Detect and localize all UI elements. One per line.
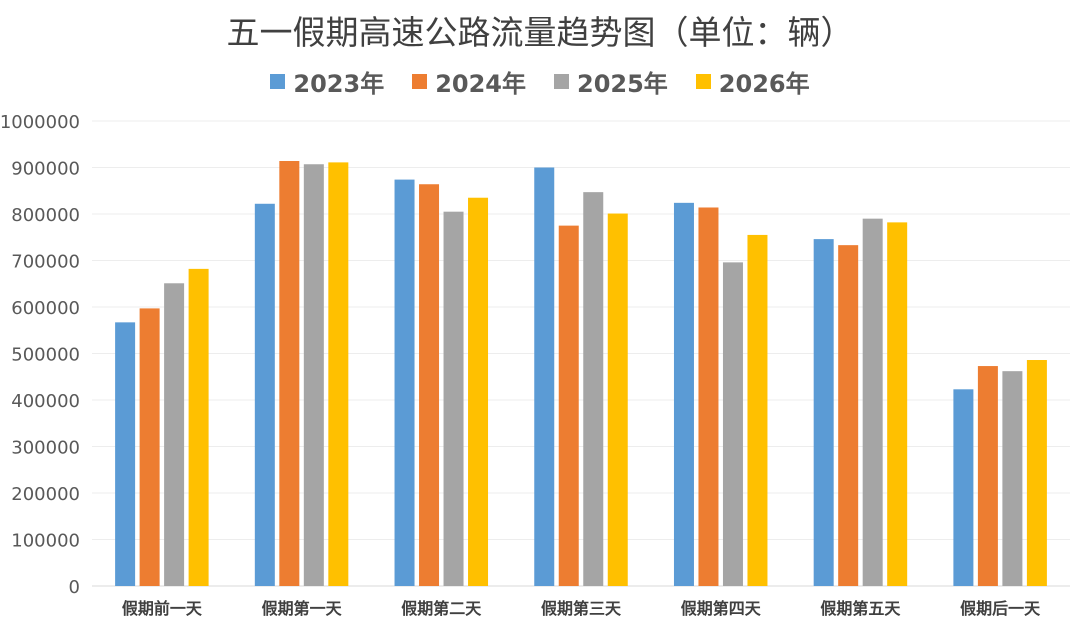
bar [419,184,440,587]
legend-item: 2025年 [554,64,668,99]
bar [953,389,974,586]
x-tick-label: 假期第一天 [262,599,343,618]
y-tick-label: 700000 [11,252,80,273]
y-tick-label: 400000 [11,391,80,412]
legend-label: 2025年 [577,70,668,98]
bar [328,162,349,586]
bar [887,222,908,586]
x-tick-label: 假期后一天 [960,599,1041,618]
legend: 2023年 2024年 2025年 2026年 [0,64,1080,99]
legend-item: 2026年 [695,64,810,99]
y-tick-label: 1000000 [0,112,80,133]
legend-label: 2023年 [293,70,385,98]
bar [673,202,694,586]
y-tick-label: 900000 [11,159,80,180]
legend-label: 2024年 [435,70,526,98]
bar [443,211,464,587]
legend-item: 2023年 [270,64,384,99]
x-tick-label: 假期第二天 [401,599,482,618]
bar [862,218,883,586]
bar [115,322,136,586]
x-tick-label: 假期第五天 [820,599,901,618]
y-tick-label: 200000 [11,484,80,505]
bar [747,234,768,587]
bar [164,283,185,586]
legend-label: 2026年 [718,70,810,98]
x-tick-label: 假期前一天 [122,599,203,618]
x-tick-label: 假期第三天 [541,599,622,618]
bar [607,213,628,586]
legend-swatch [412,74,428,89]
legend-swatch [554,74,569,89]
bar [583,192,604,586]
bar [722,262,743,586]
bar [838,245,859,586]
legend-swatch [270,74,286,89]
bar [534,167,555,586]
y-tick-label: 800000 [11,205,80,226]
x-tick-label: 假期第四天 [681,599,762,618]
y-tick-label: 500000 [11,345,80,366]
legend-item: 2024年 [412,64,526,99]
y-tick-label: 300000 [11,438,80,459]
chart-title: 五一假期高速公路流量趋势图（单位：辆） [226,13,854,52]
bar [977,366,998,586]
bar [558,225,579,586]
y-tick-label: 100000 [11,531,80,552]
y-tick-label: 600000 [11,298,80,319]
bar [468,197,489,586]
bar [279,160,300,587]
bar [698,207,719,587]
bar [813,239,834,587]
bar [1002,371,1023,586]
bar [1026,360,1047,586]
bar [303,164,324,586]
bar [188,268,209,586]
y-tick-label: 0 [69,577,80,598]
bar [254,203,275,586]
bar [394,179,415,586]
bar [139,308,160,586]
legend-swatch [695,74,711,89]
